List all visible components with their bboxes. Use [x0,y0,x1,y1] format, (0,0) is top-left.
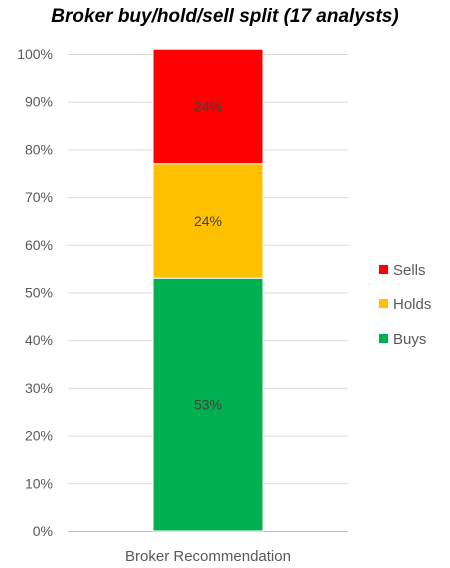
y-tick-label: 30% [25,380,53,396]
y-tick-label: 60% [25,237,53,253]
legend-label-sells: Sells [393,262,426,279]
data-label-holds: 24% [194,213,222,229]
y-tick-label: 10% [25,475,53,491]
data-label-buys: 53% [194,397,222,413]
y-tick-label: 0% [33,523,53,539]
y-tick-label: 20% [25,428,53,444]
legend-label-holds: Holds [393,296,431,313]
legend-swatch-sells [379,265,388,274]
y-tick-label: 80% [25,141,53,157]
chart-title: Broker buy/hold/sell split (17 analysts) [51,6,399,27]
x-tick-label: Broker Recommendation [125,548,291,565]
data-label-sells: 24% [194,98,222,114]
bar-segment-buys [152,277,264,532]
y-tick-label: 90% [25,94,53,110]
legend-swatch-buys [379,334,388,343]
legend-label-buys: Buys [393,331,426,348]
legend-swatch-holds [379,299,388,308]
y-tick-label: 40% [25,332,53,348]
y-tick-label: 70% [25,189,53,205]
bar-segment-sells [152,48,264,165]
bar-segment-holds [152,163,264,279]
y-tick-label: 100% [17,46,53,62]
y-tick-label: 50% [25,285,53,301]
